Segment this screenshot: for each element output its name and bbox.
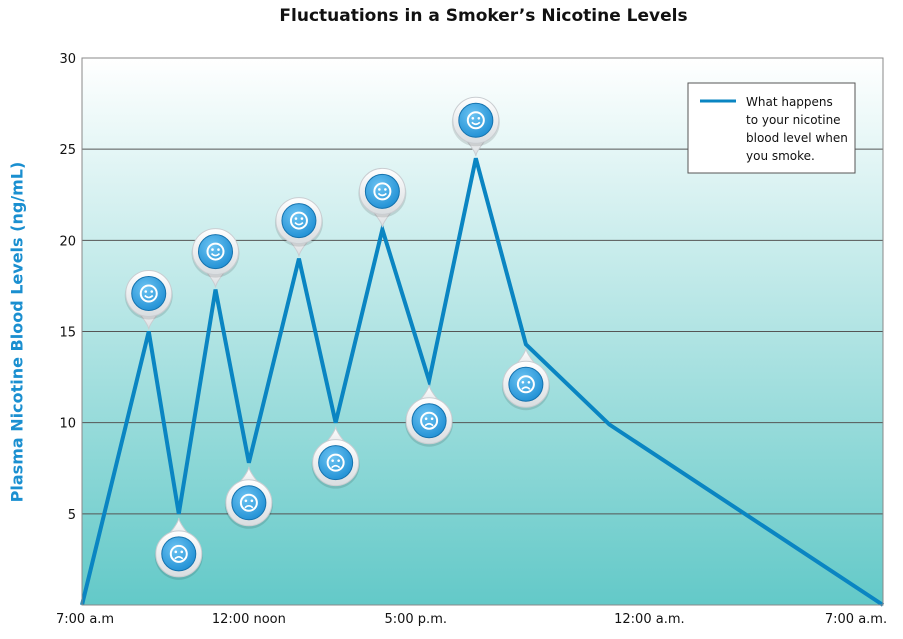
series-line	[80, 157, 885, 607]
chart-title: Fluctuations in a Smoker’s Nicotine Leve…	[279, 6, 688, 26]
x-tick-label: 12:00 noon	[212, 612, 286, 627]
happy-face-icon	[274, 197, 323, 257]
y-tick-label: 25	[59, 143, 76, 158]
y-tick-label: 15	[59, 326, 76, 341]
legend-line-1: What happens	[746, 95, 833, 109]
x-tick-label: 12:00 a.m.	[614, 612, 685, 627]
legend-box	[687, 82, 856, 174]
y-tick-label: 10	[59, 417, 76, 432]
plot-border	[81, 57, 884, 606]
sad-face-icon	[154, 517, 203, 580]
sad-face-icon	[405, 384, 454, 447]
y-tick-label: 30	[59, 52, 76, 67]
happy-face-icon	[358, 167, 407, 228]
legend-line-3: blood level when	[746, 131, 848, 145]
happy-face-icon	[451, 96, 500, 157]
y-tick-label: 5	[68, 508, 76, 523]
tick-labels: 5 10 15 20 25 30 7:00 a.m 12:00 noon 5:00 p.m. 12…	[56, 52, 887, 627]
happy-face-icon	[124, 270, 173, 330]
series-layer	[80, 157, 885, 607]
legend-line-2: to your nicotine	[746, 113, 841, 127]
sad-face-icon	[311, 426, 360, 489]
happy-face-icon	[191, 228, 240, 288]
x-tick-label: 7:00 a.m	[56, 612, 114, 627]
marker-layer	[124, 96, 550, 580]
x-tick-label: 7:00 a.m.	[825, 612, 887, 627]
sad-face-icon	[501, 348, 550, 411]
y-tick-label: 20	[59, 234, 76, 249]
legend-line-4: you smoke.	[746, 149, 815, 163]
sad-face-icon	[224, 466, 273, 529]
legend: What happens to your nicotine blood leve…	[687, 82, 856, 174]
x-tick-label: 5:00 p.m.	[384, 612, 447, 627]
